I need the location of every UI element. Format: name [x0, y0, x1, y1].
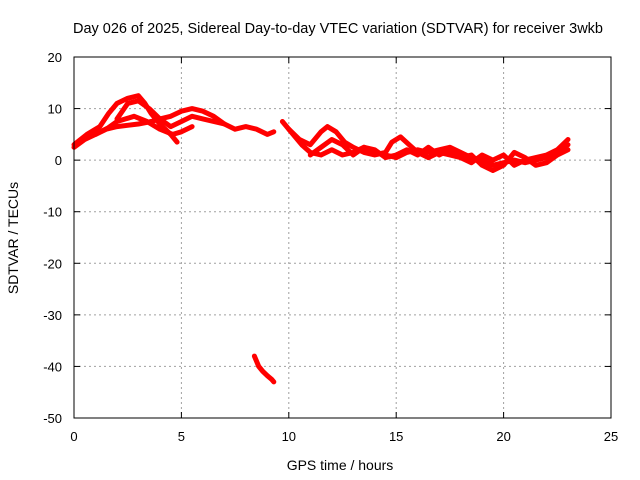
data-series: [71, 93, 571, 385]
x-tick-label: 5: [178, 429, 185, 444]
grid-lines: [74, 57, 611, 418]
chart-title: Day 026 of 2025, Sidereal Day-to-day VTE…: [73, 21, 603, 37]
y-tick-label: -20: [43, 256, 62, 271]
series-track-g: [307, 137, 571, 168]
y-tick-label: 0: [55, 153, 62, 168]
y-tick-label: 20: [48, 50, 62, 65]
y-tick-label: -40: [43, 359, 62, 374]
axis-ticks: 0 5 10 15 20 25 -50 -40 -30 -20 -10 0 10 20: [43, 50, 618, 444]
x-tick-label: 0: [70, 429, 77, 444]
x-tick-label: 25: [604, 429, 618, 444]
plot-border: [73, 56, 612, 419]
y-tick-label: -30: [43, 308, 62, 323]
y-tick-label: -50: [43, 411, 62, 426]
x-axis-label: GPS time / hours: [287, 457, 394, 473]
x-tick-label: 15: [389, 429, 403, 444]
y-tick-label: 10: [48, 102, 62, 117]
series-track-c: [93, 106, 227, 137]
series-track-a: [71, 113, 195, 150]
x-tick-label: 20: [496, 429, 510, 444]
y-tick-label: -10: [43, 205, 62, 220]
y-axis-label: SDTVAR / TECUs: [5, 182, 21, 294]
series-track-h: [251, 353, 277, 385]
series-track-d: [114, 98, 277, 137]
x-tick-label: 10: [282, 429, 296, 444]
series-track-b: [71, 93, 180, 148]
